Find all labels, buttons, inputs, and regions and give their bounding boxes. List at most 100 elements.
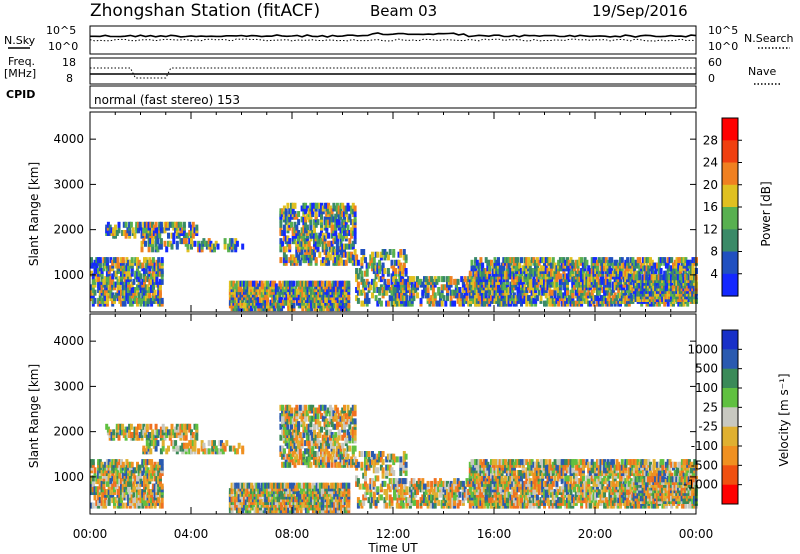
data-cell bbox=[120, 483, 123, 490]
data-cell bbox=[395, 259, 399, 266]
data-cell bbox=[141, 502, 145, 509]
data-cell bbox=[137, 227, 140, 234]
data-cell bbox=[673, 259, 677, 266]
data-cell bbox=[603, 284, 607, 291]
data-cell bbox=[619, 270, 622, 277]
data-cell bbox=[243, 286, 246, 293]
data-cell bbox=[331, 501, 335, 508]
data-cell bbox=[243, 280, 246, 287]
data-cell bbox=[128, 429, 132, 436]
data-cell bbox=[636, 270, 640, 277]
data-cell bbox=[207, 440, 211, 447]
data-cell bbox=[551, 270, 555, 277]
data-cell bbox=[223, 243, 227, 250]
data-cell bbox=[597, 257, 601, 264]
data-cell bbox=[281, 507, 285, 514]
data-cell bbox=[490, 295, 493, 302]
data-cell bbox=[288, 429, 292, 436]
data-cell bbox=[108, 230, 112, 236]
data-cell bbox=[342, 280, 345, 287]
data-cell bbox=[289, 482, 292, 489]
data-cell bbox=[329, 482, 333, 489]
data-cell bbox=[601, 257, 605, 264]
data-cell bbox=[145, 445, 149, 452]
data-cell bbox=[691, 296, 695, 302]
data-cell bbox=[344, 251, 348, 258]
data-cell bbox=[274, 283, 278, 290]
nsky-label: N.Sky bbox=[4, 34, 36, 47]
data-cell bbox=[555, 281, 559, 288]
data-cell bbox=[143, 480, 146, 487]
data-cell bbox=[105, 257, 109, 264]
y-tick-label: 4000 bbox=[53, 132, 84, 146]
data-cell bbox=[151, 284, 155, 291]
data-cell bbox=[118, 491, 122, 498]
data-cell bbox=[314, 202, 318, 209]
data-cell bbox=[433, 292, 437, 299]
data-cell bbox=[107, 265, 111, 272]
data-cell bbox=[677, 300, 681, 307]
data-cell bbox=[190, 243, 193, 250]
data-cell bbox=[314, 221, 318, 228]
data-cell bbox=[317, 488, 321, 495]
data-cell bbox=[342, 482, 345, 489]
data-cell bbox=[137, 270, 141, 277]
data-cell bbox=[655, 274, 659, 281]
data-cell bbox=[472, 284, 476, 291]
data-cell bbox=[439, 297, 442, 304]
nsky-tick-low: 10^0 bbox=[48, 40, 78, 53]
data-cell bbox=[97, 499, 101, 506]
data-cell bbox=[128, 284, 132, 291]
data-cell bbox=[257, 493, 261, 500]
data-cell bbox=[127, 295, 131, 302]
data-cell bbox=[645, 265, 649, 272]
data-cell bbox=[297, 230, 301, 236]
data-cell bbox=[404, 268, 408, 274]
data-cell bbox=[687, 270, 691, 277]
data-cell bbox=[318, 202, 322, 209]
data-cell bbox=[154, 238, 158, 245]
data-cell bbox=[297, 280, 301, 287]
data-cell bbox=[302, 227, 306, 234]
data-cell bbox=[179, 445, 183, 452]
data-cell bbox=[110, 227, 114, 234]
data-cell bbox=[350, 232, 354, 239]
data-cell bbox=[581, 273, 585, 280]
data-cell bbox=[105, 276, 109, 283]
data-cell bbox=[135, 434, 139, 441]
data-cell bbox=[93, 467, 97, 474]
data-cell bbox=[638, 282, 642, 289]
data-cell bbox=[569, 270, 573, 277]
data-cell bbox=[576, 268, 580, 274]
data-cell bbox=[136, 257, 139, 264]
data-cell bbox=[390, 273, 394, 280]
data-cell bbox=[139, 472, 143, 479]
data-cell bbox=[334, 224, 338, 231]
data-cell bbox=[617, 268, 621, 274]
data-cell bbox=[119, 423, 123, 430]
data-cell bbox=[617, 287, 621, 293]
data-cell bbox=[331, 280, 335, 287]
data-cell bbox=[431, 295, 435, 302]
data-cell bbox=[355, 259, 359, 266]
data-cell bbox=[583, 289, 587, 296]
data-cell bbox=[285, 490, 289, 497]
data-cell bbox=[449, 300, 453, 307]
data-cell bbox=[155, 259, 159, 266]
data-cell bbox=[111, 475, 115, 482]
data-cell bbox=[311, 249, 315, 255]
data-cell bbox=[114, 470, 118, 476]
data-cell bbox=[320, 482, 324, 489]
data-cell bbox=[292, 288, 296, 295]
data-cell bbox=[134, 270, 138, 277]
data-cell bbox=[523, 273, 527, 280]
data-cell bbox=[332, 246, 336, 253]
data-cell bbox=[426, 278, 430, 285]
data-cell bbox=[158, 459, 162, 466]
data-cell bbox=[364, 292, 367, 299]
data-cell bbox=[350, 227, 354, 234]
data-cell bbox=[603, 278, 607, 285]
data-cell bbox=[505, 295, 509, 302]
data-cell bbox=[594, 278, 598, 285]
